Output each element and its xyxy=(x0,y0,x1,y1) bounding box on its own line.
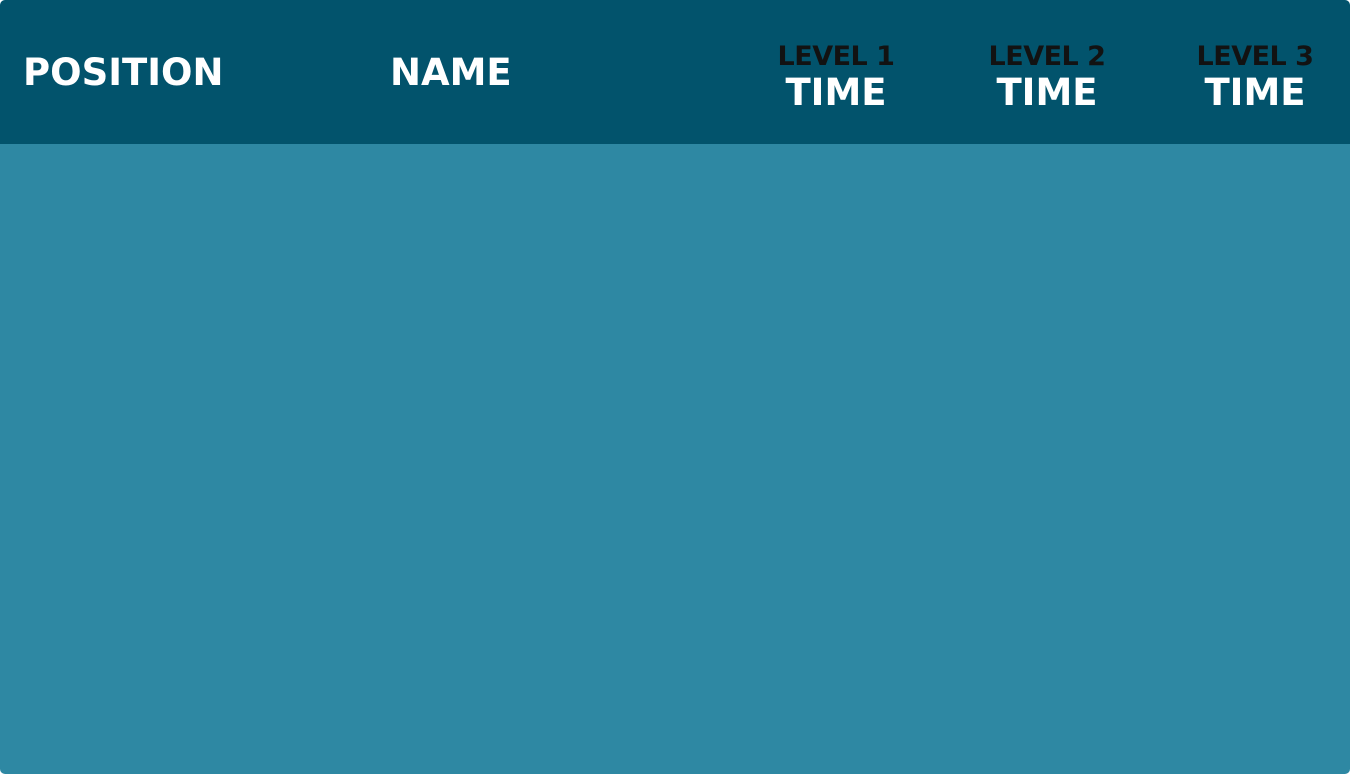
level-1-time-label: TIME xyxy=(785,71,887,114)
level-3-time-label: TIME xyxy=(1204,71,1306,114)
level-1-label: LEVEL 1 xyxy=(777,41,895,72)
column-header-level-1-time: LEVEL 1 TIME xyxy=(736,40,936,116)
level-2-time-label: TIME xyxy=(996,71,1098,114)
column-header-level-3-time: LEVEL 3 TIME xyxy=(1155,40,1350,116)
level-3-label: LEVEL 3 xyxy=(1196,41,1314,72)
level-2-label: LEVEL 2 xyxy=(988,41,1106,72)
column-header-level-2-time: LEVEL 2 TIME xyxy=(947,40,1147,116)
column-header-position: POSITION xyxy=(23,51,224,94)
leaderboard-header: POSITION NAME LEVEL 1 TIME LEVEL 2 TIME … xyxy=(0,0,1350,144)
leaderboard-rows xyxy=(0,144,1350,774)
column-header-name: NAME xyxy=(390,51,512,94)
